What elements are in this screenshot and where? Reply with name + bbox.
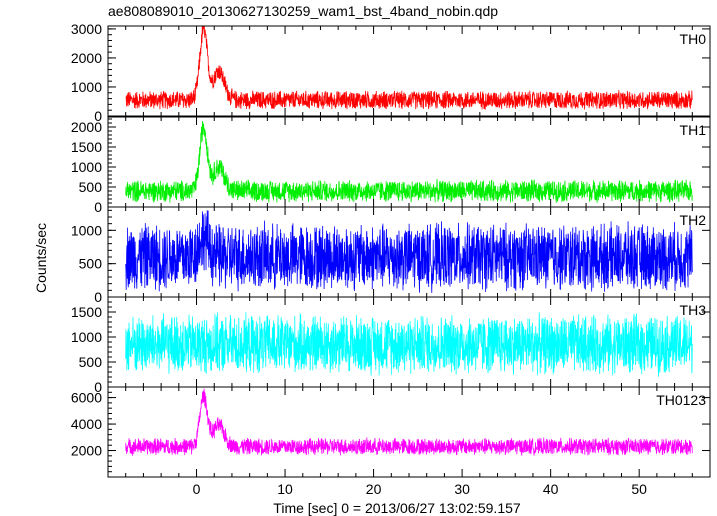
panel-th0123: TH0123 2000 4000 6000 bbox=[71, 386, 711, 478]
series-line-th0123 bbox=[125, 388, 693, 456]
chart-title: ae808089010_20130627130259_wam1_bst_4ban… bbox=[108, 3, 498, 19]
x-tick-label: 50 bbox=[631, 481, 647, 497]
panels-group: TH00100020003000TH10500100015002000TH205… bbox=[71, 21, 711, 497]
x-axis-label: Time [sec] 0 = 2013/06/27 13:02:59.157 bbox=[273, 500, 521, 516]
y-tick-label: 2000 bbox=[71, 443, 102, 459]
y-tick-label: 500 bbox=[79, 179, 103, 195]
panel-frame bbox=[107, 386, 711, 478]
series-line-th1 bbox=[125, 121, 693, 203]
x-tick-label: 10 bbox=[277, 481, 293, 497]
y-tick-label: 0 bbox=[94, 108, 102, 124]
y-tick-label: 0 bbox=[94, 289, 102, 305]
y-tick-label: 1000 bbox=[71, 159, 102, 175]
x-tick-label: 0 bbox=[193, 481, 201, 497]
y-tick-label: 0 bbox=[94, 379, 102, 395]
panel-label-th2: TH2 bbox=[680, 212, 707, 228]
panel-label-th0123: TH0123 bbox=[656, 392, 706, 408]
panel-th3: TH3 0 500 1000 1500 bbox=[71, 296, 711, 395]
y-tick-label: 1500 bbox=[71, 304, 102, 320]
y-axis-label: Counts/sec bbox=[33, 223, 49, 293]
y-tick-label: 0 bbox=[94, 199, 102, 215]
y-tick-label: 1000 bbox=[71, 79, 102, 95]
y-tick-label: 1000 bbox=[71, 222, 102, 238]
panel-label-th0: TH0 bbox=[680, 31, 707, 47]
panel-th2: TH2 0 500 1000 bbox=[71, 206, 711, 305]
y-tick-label: 1000 bbox=[71, 329, 102, 345]
y-tick-label: 3000 bbox=[71, 21, 102, 37]
panel-label-th1: TH1 bbox=[680, 122, 707, 138]
series-line-th3 bbox=[125, 312, 693, 377]
x-tick-label: 20 bbox=[366, 481, 382, 497]
x-tick-label: 40 bbox=[543, 481, 559, 497]
panel-th1: TH1 0 500 1000 1500 2000 bbox=[71, 116, 711, 215]
series-line-th2 bbox=[125, 210, 693, 293]
y-tick-label: 4000 bbox=[71, 416, 102, 432]
y-tick-label: 500 bbox=[79, 354, 103, 370]
series-line-th0 bbox=[125, 25, 693, 111]
panel-label-th3: TH3 bbox=[680, 302, 707, 318]
y-tick-label: 1500 bbox=[71, 139, 102, 155]
y-tick-label: 2000 bbox=[71, 119, 102, 135]
y-tick-label: 2000 bbox=[71, 50, 102, 66]
x-tick-label: 30 bbox=[454, 481, 470, 497]
panel-th0: TH0 0 1000 2000 3000 bbox=[71, 21, 711, 124]
y-tick-label: 500 bbox=[79, 256, 103, 272]
y-tick-label: 6000 bbox=[71, 390, 102, 406]
